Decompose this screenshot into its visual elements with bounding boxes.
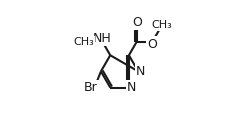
- Text: Br: Br: [84, 81, 98, 95]
- Text: O: O: [148, 38, 157, 51]
- Text: NH: NH: [93, 32, 112, 45]
- Text: N: N: [127, 81, 136, 94]
- Text: CH₃: CH₃: [151, 19, 172, 30]
- Text: N: N: [136, 65, 145, 78]
- Text: O: O: [132, 16, 142, 29]
- Text: CH₃: CH₃: [74, 37, 94, 47]
